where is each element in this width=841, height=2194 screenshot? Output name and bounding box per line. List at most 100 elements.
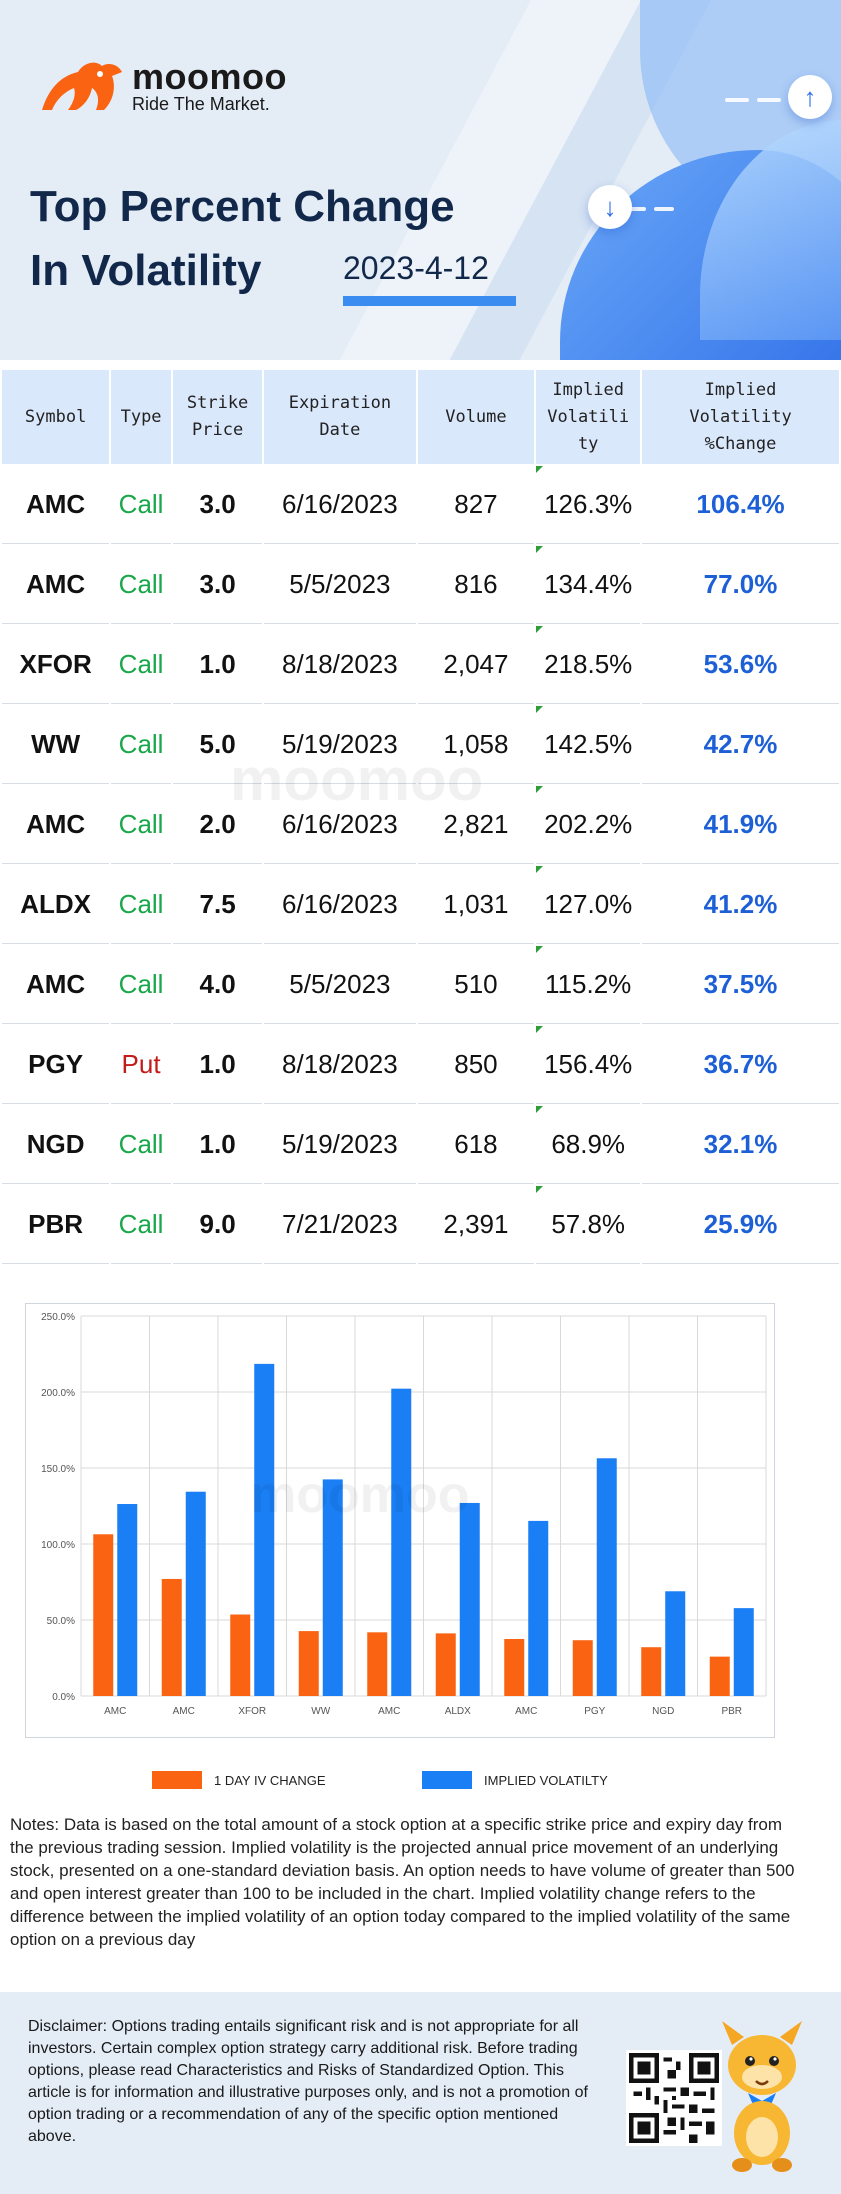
cell-value: AMC [26, 809, 86, 839]
cell-iv: 126.3% [536, 466, 641, 544]
cell-ivchange: 41.2% [642, 866, 839, 944]
cell-value: 510 [454, 969, 498, 999]
cell-marker-icon [536, 1026, 544, 1033]
cell-type: Call [111, 706, 171, 784]
header-line: Volatility [689, 406, 792, 427]
header-line: Price [192, 420, 244, 440]
cell-value: Call [118, 729, 164, 759]
cell-marker-icon [536, 946, 544, 953]
cell-volume: 1,058 [417, 706, 535, 784]
cell-value: AMC [26, 969, 86, 999]
cell-value: XFOR [19, 649, 92, 679]
bar-implied-volatility [528, 1520, 549, 1696]
cell-value: 126.3% [544, 489, 633, 519]
cell-value: 5/19/2023 [282, 729, 398, 759]
cell-volume: 816 [417, 546, 535, 624]
x-tick-label: AMC [173, 1706, 195, 1717]
bar-implied-volatility [185, 1491, 206, 1696]
cell-value: 41.9% [703, 809, 778, 839]
cell-value: 42.7% [703, 729, 778, 759]
cell-type: Call [111, 1186, 171, 1264]
cell-iv: 218.5% [536, 626, 641, 704]
cell-value: 25.9% [703, 1209, 778, 1239]
cell-value: 5/19/2023 [282, 1129, 398, 1159]
cell-marker-icon [536, 626, 544, 633]
qr-code-icon[interactable] [626, 2050, 722, 2146]
cell-iv: 68.9% [536, 1106, 641, 1184]
y-tick-label: 0.0% [52, 1692, 75, 1703]
cell-value: 3.0 [199, 569, 236, 599]
cell-expiration: 5/19/2023 [264, 706, 416, 784]
x-tick-label: PBR [721, 1706, 742, 1717]
cell-value: Call [118, 489, 164, 519]
bar-iv-change [641, 1647, 662, 1696]
title-line-2: In Volatility [30, 246, 262, 295]
cell-value: 127.0% [544, 889, 633, 919]
table-row: ALDX Call 7.5 6/16/2023 1,031 127.0% 41.2% [2, 866, 839, 944]
y-tick-label: 100.0% [41, 1540, 75, 1551]
cell-value: Call [118, 569, 164, 599]
bar-implied-volatility [733, 1608, 754, 1696]
cell-expiration: 5/5/2023 [264, 946, 416, 1024]
cell-value: 2,391 [443, 1209, 509, 1239]
bar-iv-change [435, 1633, 456, 1696]
header-line: Date [319, 420, 361, 440]
cell-value: Call [118, 1129, 164, 1159]
column-header-iv-change: Implied Volatility %Change [642, 370, 839, 464]
cell-volume: 850 [417, 1026, 535, 1104]
cell-type: Call [111, 466, 171, 544]
bar-iv-change [93, 1534, 114, 1696]
options-table: Symbol Type Strike Price Expiration Date… [0, 368, 841, 1266]
cell-expiration: 6/16/2023 [264, 866, 416, 944]
cell-value: 2.0 [199, 809, 236, 839]
dash-line [626, 207, 646, 211]
cell-ivchange: 53.6% [642, 626, 839, 704]
brand-name: moomoo [132, 56, 287, 97]
y-tick-label: 250.0% [41, 1312, 75, 1323]
cell-marker-icon [536, 1186, 544, 1193]
bar-implied-volatility [117, 1504, 138, 1696]
chart-svg: 0.0% 50.0% 100.0% 150.0% 200.0% 250.0% AMC AMC X… [41, 1312, 767, 1717]
y-tick-label: 150.0% [41, 1464, 75, 1475]
dash-line [725, 98, 749, 102]
cell-value: 618 [454, 1129, 498, 1159]
cell-symbol: AMC [2, 546, 110, 624]
legend-label: IMPLIED VOLATILTY [484, 1772, 608, 1788]
cell-type: Call [111, 546, 171, 624]
cell-type: Call [111, 1106, 171, 1184]
arrow-up-icon: ↑ [788, 75, 832, 119]
header-line: Strike [186, 393, 249, 413]
cell-symbol: NGD [2, 1106, 110, 1184]
cell-symbol: WW [2, 706, 110, 784]
cell-value: 7.5 [199, 889, 236, 919]
cell-expiration: 8/18/2023 [264, 626, 416, 704]
header-line: ty [577, 433, 599, 454]
bar-iv-change [572, 1640, 593, 1696]
cell-ivchange: 42.7% [642, 706, 839, 784]
cell-strike: 1.0 [172, 1026, 263, 1104]
cell-expiration: 5/19/2023 [264, 1106, 416, 1184]
cell-value: 142.5% [544, 729, 633, 759]
header-line: %Change [704, 433, 777, 454]
cell-value: 202.2% [544, 809, 633, 839]
column-header-symbol: Symbol [2, 370, 110, 464]
cell-symbol: AMC [2, 946, 110, 1024]
table-row: WW Call 5.0 5/19/2023 1,058 142.5% 42.7% [2, 706, 839, 784]
cell-ivchange: 41.9% [642, 786, 839, 864]
report-date: 2023-4-12 [343, 250, 489, 286]
cell-value: 6/16/2023 [282, 489, 398, 519]
cell-value: 8/18/2023 [282, 649, 398, 679]
cell-value: Call [118, 969, 164, 999]
moomoo-watermark-icon: moomoo [230, 746, 484, 813]
bar-iv-change [504, 1639, 525, 1696]
cell-value: Call [118, 1209, 164, 1239]
cell-strike: 5.0 [172, 706, 263, 784]
cell-value: 827 [454, 489, 498, 519]
bar-iv-change [230, 1614, 251, 1696]
cell-expiration: 8/18/2023 [264, 1026, 416, 1104]
cell-value: 1.0 [199, 1049, 236, 1079]
cell-value: 3.0 [199, 489, 236, 519]
table-row: NGD Call 1.0 5/19/2023 618 68.9% 32.1% [2, 1106, 839, 1184]
cell-ivchange: 106.4% [642, 466, 839, 544]
cell-value: 2,821 [443, 809, 509, 839]
